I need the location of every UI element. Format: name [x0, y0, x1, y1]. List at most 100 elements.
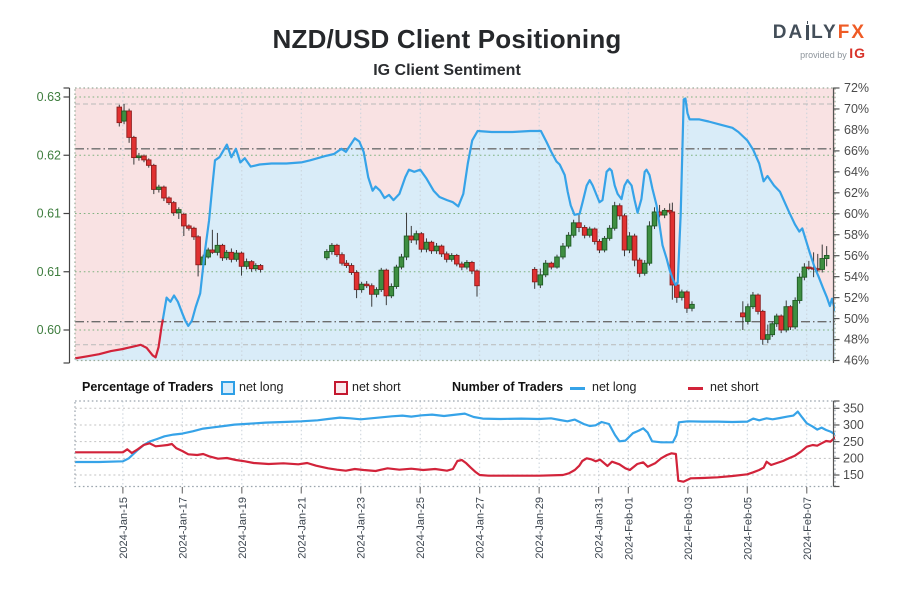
candle-down [334, 244, 340, 256]
candle-up [329, 244, 335, 253]
candle-up [537, 274, 544, 286]
candle-up [223, 251, 230, 259]
candle-down [778, 315, 784, 331]
date-tick-label: 2024-Feb-07 [802, 497, 814, 560]
percent-tick-label: 60% [844, 207, 869, 221]
candle-up [324, 251, 330, 259]
candle-down [755, 294, 761, 312]
net-long-pct-swatch-icon [221, 381, 235, 395]
candle-up [393, 266, 400, 287]
percent-tick-label: 54% [844, 270, 869, 284]
candle-down [131, 136, 137, 159]
candle-up [801, 266, 808, 278]
candle-down [418, 233, 425, 250]
price-extreme-lines [75, 103, 835, 346]
page-title: NZD/USD Client Positioning [272, 24, 622, 54]
candle-down [348, 265, 355, 273]
candle-down [531, 268, 538, 283]
candle-down [759, 310, 766, 340]
sentiment-reference-lines [75, 148, 835, 323]
candle-down [548, 262, 555, 268]
traders-panel-border [74, 400, 836, 488]
candle-down [219, 244, 226, 259]
candle-up [214, 244, 221, 253]
percent-tick-label: 64% [844, 165, 869, 179]
date-tick-label: 2024-Feb-01 [623, 497, 635, 560]
legend-number-header: Number of Traders [452, 380, 564, 394]
candle-down [353, 272, 360, 291]
candle-down [428, 241, 435, 252]
candle-up [388, 286, 395, 297]
candle-up [611, 205, 618, 229]
date-axis: 2024-Jan-15 2024-Jan-17 2024-Jan-19 2024-Ja… [118, 487, 814, 560]
main-panel-border [74, 87, 836, 362]
date-gridlines [122, 88, 808, 361]
candle-up [651, 211, 658, 227]
candle-up [661, 209, 668, 216]
date-tick-label: 2024-Jan-21 [296, 497, 308, 559]
price-tick-label: 0.61 [37, 207, 61, 221]
traders-line-net-short [75, 436, 835, 483]
candle-down [151, 164, 157, 190]
candle-down [443, 253, 450, 260]
percent-tick-label: 68% [844, 123, 869, 137]
legend-percentage-header: Percentage of Traders [82, 380, 214, 394]
candle-down [339, 254, 345, 264]
candle-up [554, 256, 560, 268]
net-long-majority-fill [75, 98, 835, 361]
candle-down [474, 270, 480, 287]
candle-up [646, 225, 653, 264]
price-axis-left: 0.63 0.62 0.61 0.61 0.60 [37, 87, 71, 364]
candle-up [136, 155, 142, 159]
percent-tick-label: 46% [844, 354, 869, 368]
candle-down [238, 252, 245, 267]
date-tick-label: 2024-Jan-17 [177, 497, 189, 559]
net-short-line-swatch-icon [688, 387, 703, 390]
percent-tick-label: 52% [844, 291, 869, 305]
candlestick-layer [116, 103, 830, 345]
count-tick-label: 200 [843, 452, 864, 466]
date-tick-label: 2024-Jan-27 [475, 497, 487, 559]
price-tick-label: 0.63 [37, 90, 61, 104]
candle-up [565, 234, 572, 247]
candle-up [689, 303, 695, 309]
candle-down [669, 211, 676, 286]
percent-tick-label: 48% [844, 333, 869, 347]
net-long-line-swatch-icon [570, 387, 585, 390]
candle-down [228, 251, 235, 260]
candle-up [358, 283, 365, 291]
candle-down [454, 254, 460, 265]
candle-down [408, 235, 415, 241]
percent-tick-label: 66% [844, 144, 869, 158]
candle-up [253, 265, 259, 270]
candle-up [769, 323, 776, 336]
candle-down [591, 228, 598, 242]
candle-up [176, 209, 182, 214]
count-tick-label: 250 [843, 435, 864, 449]
date-tick-label: 2024-Jan-15 [118, 497, 130, 559]
count-tick-label: 300 [843, 418, 864, 432]
candle-down [438, 245, 445, 255]
dailyfx-logo: DA LYFX provided by IG [773, 21, 866, 64]
percent-tick-label: 50% [844, 312, 869, 326]
candle-up [819, 258, 825, 270]
candle-down [195, 236, 201, 266]
candle-up [205, 249, 211, 258]
candle-up [243, 261, 250, 267]
candle-down [596, 241, 603, 251]
candle-up [773, 315, 780, 325]
candle-down [621, 215, 628, 251]
candle-up [601, 237, 608, 251]
candle-up [413, 233, 420, 241]
candle-up [398, 256, 405, 268]
candle-up [373, 289, 380, 295]
sentiment-line-net-short-majority [75, 317, 165, 360]
candle-up [423, 241, 430, 250]
candle-up [586, 228, 593, 236]
candle-down [166, 197, 172, 204]
traders-line-net-long [75, 410, 835, 464]
candle-down [740, 312, 746, 318]
candle-down [191, 227, 197, 238]
